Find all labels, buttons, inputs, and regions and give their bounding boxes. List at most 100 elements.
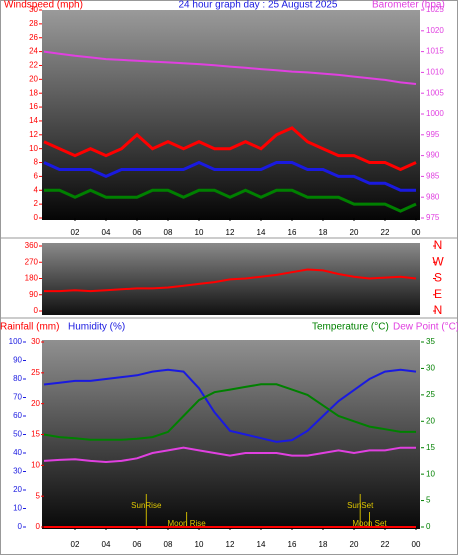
annotation: Moon Set xyxy=(352,519,387,528)
y-tick-label: 100 xyxy=(9,337,23,346)
y-tick-label: 180 xyxy=(25,274,39,283)
y-tick-label: 985 xyxy=(426,172,440,181)
annotation: SunRise xyxy=(131,501,162,510)
y-tick-label: 2 xyxy=(34,199,39,208)
x-tick-label: 06 xyxy=(133,228,142,237)
y-tick-label: 90 xyxy=(13,356,22,365)
y-tick-label: S xyxy=(434,271,442,285)
y-tick-label: 15 xyxy=(426,443,435,452)
x-tick-label: 04 xyxy=(102,228,111,237)
y-tick-label: 14 xyxy=(29,116,38,125)
annotation: SunSet xyxy=(347,501,374,510)
x-tick-label: 12 xyxy=(226,540,235,549)
x-tick-label: 18 xyxy=(319,228,328,237)
x-tick-label: 14 xyxy=(257,540,266,549)
y-tick-label: 1000 xyxy=(426,109,444,118)
y-tick-label: 30 xyxy=(426,364,435,373)
y-tick-label: 990 xyxy=(426,151,440,160)
y-tick-label: 20 xyxy=(29,74,38,83)
y-tick-label: 360 xyxy=(25,241,39,250)
y-tick-label: 10 xyxy=(13,504,22,513)
y-tick-label: 60 xyxy=(13,411,22,420)
y-tick-label: 980 xyxy=(426,192,440,201)
x-tick-label: 08 xyxy=(164,540,173,549)
x-tick-label: 12 xyxy=(226,228,235,237)
series-line xyxy=(43,446,416,464)
y-tick-label: 70 xyxy=(13,393,22,402)
y-tick-label: N xyxy=(434,303,443,317)
x-tick-label: 18 xyxy=(319,540,328,549)
chart-title: 24 hour graph day : 25 August 2025 xyxy=(178,0,337,11)
y2-axis-title: Barometer (hpa) xyxy=(372,0,445,11)
plot-bg xyxy=(42,340,420,529)
x-tick-label: 02 xyxy=(71,228,80,237)
series-line xyxy=(43,160,416,192)
y-tick-label: 24 xyxy=(29,47,38,56)
y-tick-label: E xyxy=(434,287,442,301)
y-tick-label: W xyxy=(432,254,444,268)
y-tick-label: 10 xyxy=(31,460,40,469)
x-tick-label: 02 xyxy=(71,540,80,549)
y-tick-label: 0 xyxy=(34,213,39,222)
y-axis-title: Humidity (%) xyxy=(68,322,125,333)
y-tick-label: 975 xyxy=(426,213,440,222)
y-tick-label: 25 xyxy=(31,368,40,377)
x-tick-label: 10 xyxy=(195,540,204,549)
y-tick-label: 1020 xyxy=(426,26,444,35)
series-line xyxy=(43,368,417,443)
x-tick-label: 16 xyxy=(288,228,297,237)
y-tick-label: 1025 xyxy=(426,5,444,14)
y-tick-label: 20 xyxy=(426,416,435,425)
x-tick-label: 04 xyxy=(102,540,111,549)
y-tick-label: 5 xyxy=(36,491,41,500)
y-tick-label: 25 xyxy=(426,390,435,399)
y-tick-label: 20 xyxy=(13,485,22,494)
y-tick-label: 0 xyxy=(34,306,39,315)
y-tick-label: 90 xyxy=(29,290,38,299)
y-tick-label: 995 xyxy=(426,130,440,139)
y-tick-label: 0 xyxy=(426,522,431,531)
y-tick-label: 10 xyxy=(29,144,38,153)
y-tick-label: 35 xyxy=(426,337,435,346)
x-tick-label: 16 xyxy=(288,540,297,549)
x-tick-label: 10 xyxy=(195,228,204,237)
y3-axis-title: Rainfall (mm) xyxy=(0,322,59,333)
x-tick-label: 08 xyxy=(164,228,173,237)
y-tick-label: 40 xyxy=(13,448,22,457)
x-tick-label: 06 xyxy=(133,540,142,549)
y-tick-label: 5 xyxy=(426,496,431,505)
y-tick-label: 0 xyxy=(36,522,41,531)
y-tick-label: 30 xyxy=(13,467,22,476)
x-tick-label: 14 xyxy=(257,228,266,237)
y-tick-label: 15 xyxy=(31,430,40,439)
x-tick-label: 20 xyxy=(350,540,359,549)
y-tick-label: 1010 xyxy=(426,68,444,77)
y-axis-title: Windspeed (mph) xyxy=(4,0,83,11)
y-tick-label: 6 xyxy=(34,172,39,181)
y-tick-label: 8 xyxy=(34,158,39,167)
y-tick-label: 22 xyxy=(29,61,38,70)
y-tick-label: 1005 xyxy=(426,88,444,97)
y-tick-label: 26 xyxy=(29,33,38,42)
y-tick-label: 30 xyxy=(31,337,40,346)
series-line xyxy=(44,188,417,213)
x-tick-label: 22 xyxy=(381,228,390,237)
series-line xyxy=(44,268,417,293)
y-tick-label: 270 xyxy=(25,257,39,266)
x-tick-label: 22 xyxy=(381,540,390,549)
y-tick-label: 28 xyxy=(29,19,38,28)
series-line xyxy=(43,383,416,441)
x-tick-label: 00 xyxy=(412,540,421,549)
x-tick-label: 20 xyxy=(350,228,359,237)
y2-axis-title: Dew Point (°C) xyxy=(393,322,458,333)
y-tick-label: N xyxy=(434,238,443,252)
y-tick-label: 0 xyxy=(18,522,23,531)
x-tick-label: 00 xyxy=(412,228,421,237)
y-tick-label: 4 xyxy=(34,185,39,194)
y-tick-label: 1015 xyxy=(426,47,444,56)
series-line xyxy=(43,126,417,172)
y-tick-label: 16 xyxy=(29,102,38,111)
y-tick-label: 30 xyxy=(29,5,38,14)
y-tick-label: 80 xyxy=(13,374,22,383)
